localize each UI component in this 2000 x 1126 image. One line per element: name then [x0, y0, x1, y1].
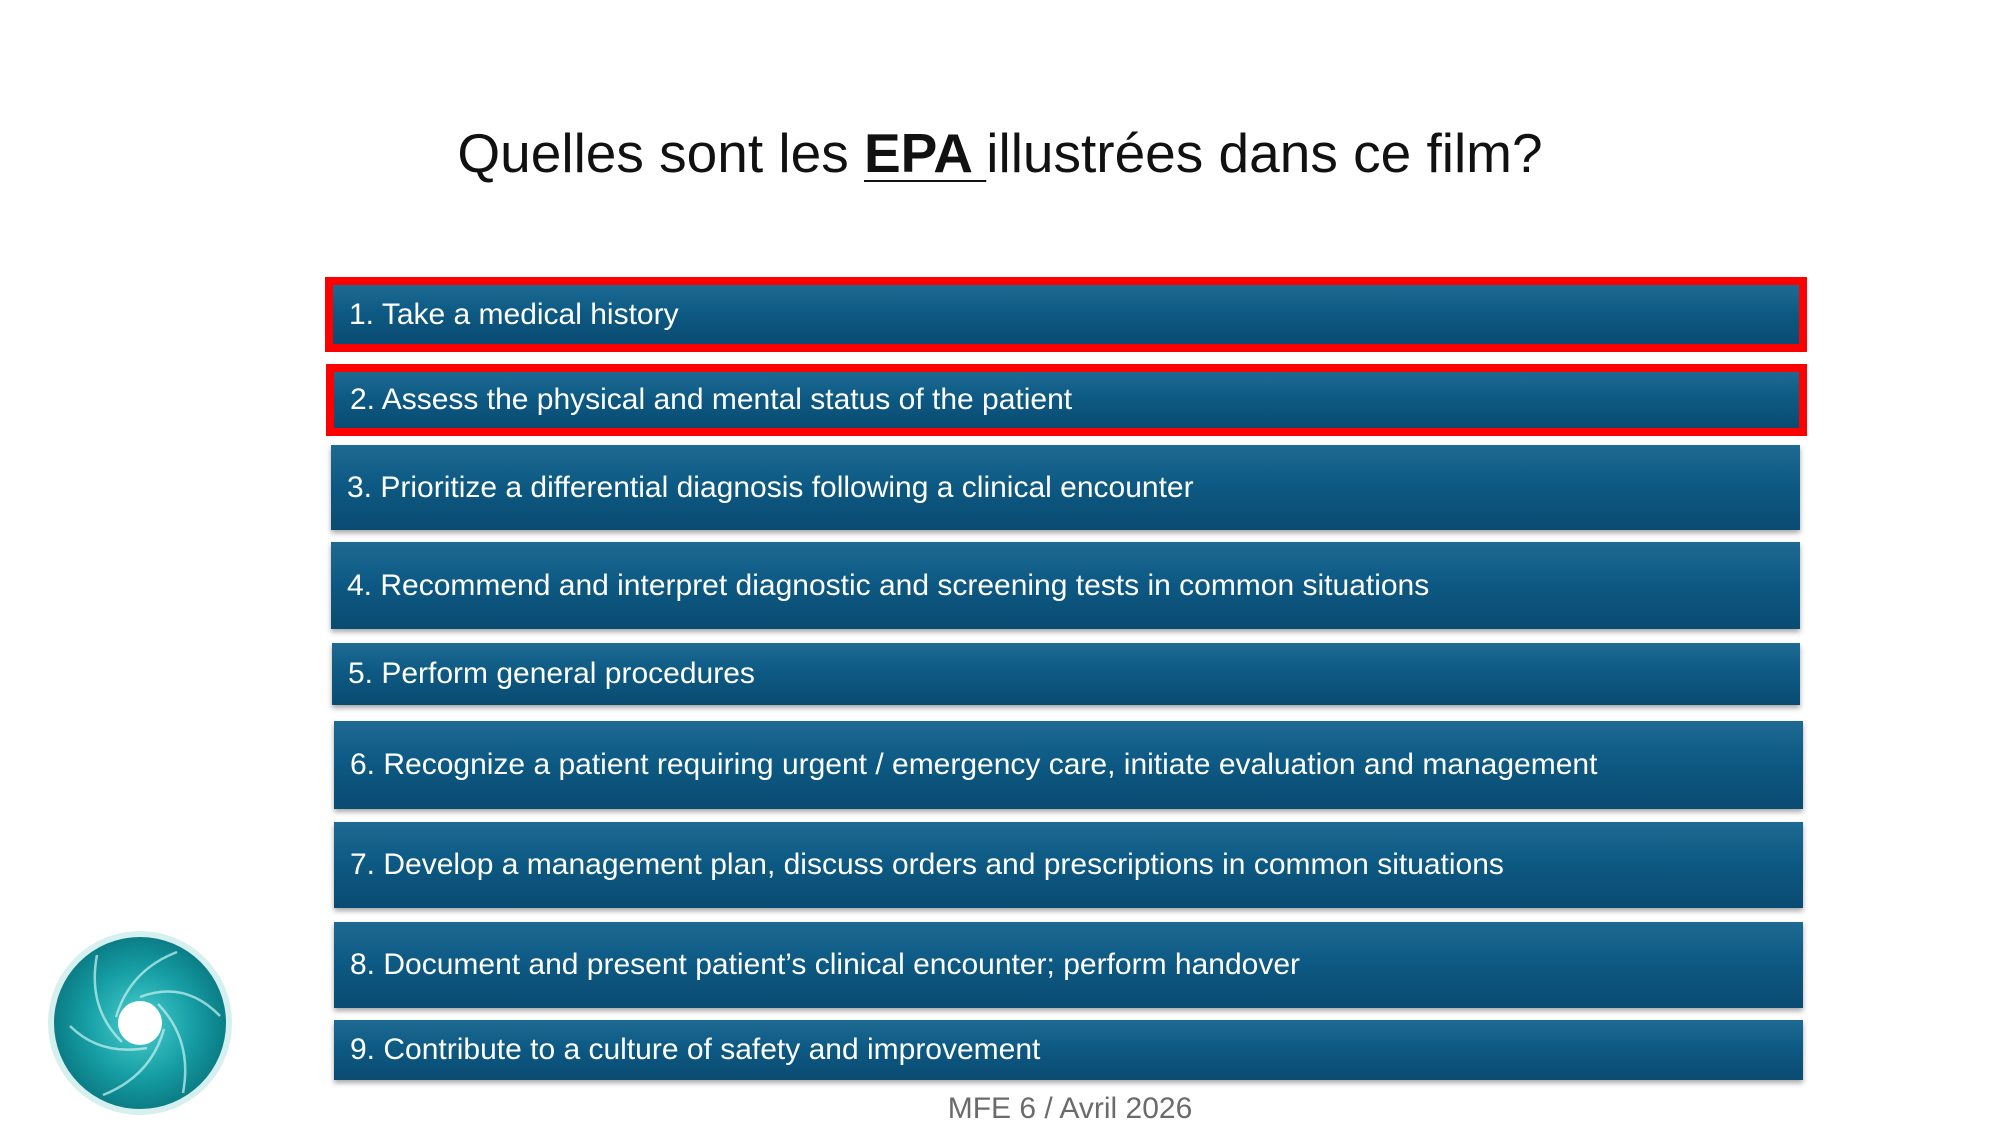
epa-item-label: 6. Recognize a patient requiring urgent … [350, 748, 1598, 781]
slide-title: Quelles sont les EPA illustrées dans ce … [0, 122, 2000, 185]
epa-item-7[interactable]: 7. Develop a management plan, discuss or… [334, 822, 1803, 908]
epa-item-label: 3. Prioritize a differential diagnosis f… [347, 470, 1194, 504]
epa-item-label: 4. Recommend and interpret diagnostic an… [347, 568, 1430, 602]
epa-item-8[interactable]: 8. Document and present patient’s clinic… [334, 922, 1803, 1008]
epa-item-9[interactable]: 9. Contribute to a culture of safety and… [334, 1020, 1803, 1080]
epa-item-4[interactable]: 4. Recommend and interpret diagnostic an… [331, 542, 1800, 629]
title-emphasis-epa: EPA [864, 122, 987, 184]
epa-item-label: 7. Develop a management plan, discuss or… [350, 848, 1504, 881]
epa-item-label: 2. Assess the physical and mental status… [350, 383, 1073, 416]
epa-item-label: 5. Perform general procedures [348, 657, 755, 690]
slide-footer: MFE 6 / Avril 2026 [947, 1092, 1193, 1125]
epa-item-label: 1. Take a medical history [349, 297, 679, 331]
title-prefix: Quelles sont les [457, 122, 864, 184]
epa-item-3[interactable]: 3. Prioritize a differential diagnosis f… [331, 445, 1800, 530]
epa-item-1[interactable]: 1. Take a medical history [325, 277, 1807, 352]
epa-item-label: 9. Contribute to a culture of safety and… [350, 1033, 1041, 1066]
epa-item-2[interactable]: 2. Assess the physical and mental status… [326, 364, 1807, 436]
title-suffix: illustrées dans ce film? [986, 122, 1543, 184]
epa-item-label: 8. Document and present patient’s clinic… [350, 948, 1300, 981]
epa-item-5[interactable]: 5. Perform general procedures [332, 643, 1800, 705]
teal-swirl-logo-icon [48, 931, 232, 1115]
epa-item-6[interactable]: 6. Recognize a patient requiring urgent … [334, 721, 1803, 809]
